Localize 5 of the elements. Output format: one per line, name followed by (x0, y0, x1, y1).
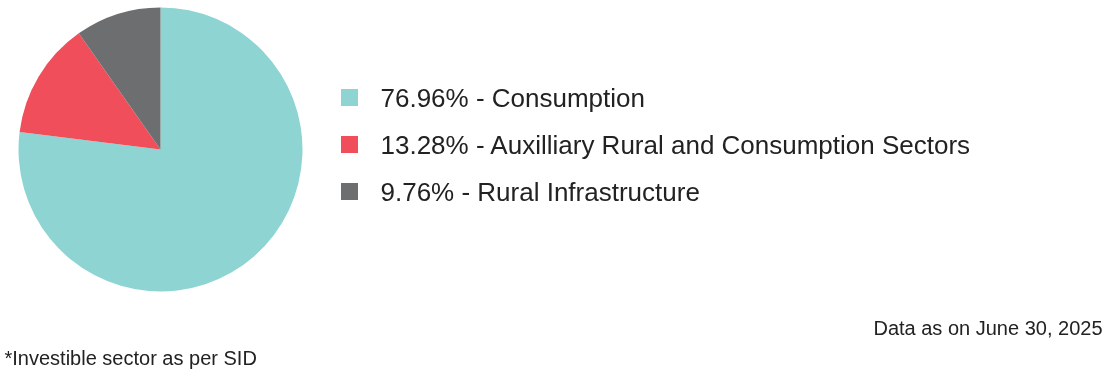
text: *Investible sector as per SID (4, 346, 257, 369)
legend-label: 76.96% - Consumption (380, 82, 645, 113)
legend-label: 13.28% - Auxilliary Rural and Consumption Sectors (380, 129, 971, 160)
text: Data as on June 30, 2025 (873, 316, 1103, 339)
legend-label: 9.76% - Rural Infrastructure (380, 176, 700, 207)
